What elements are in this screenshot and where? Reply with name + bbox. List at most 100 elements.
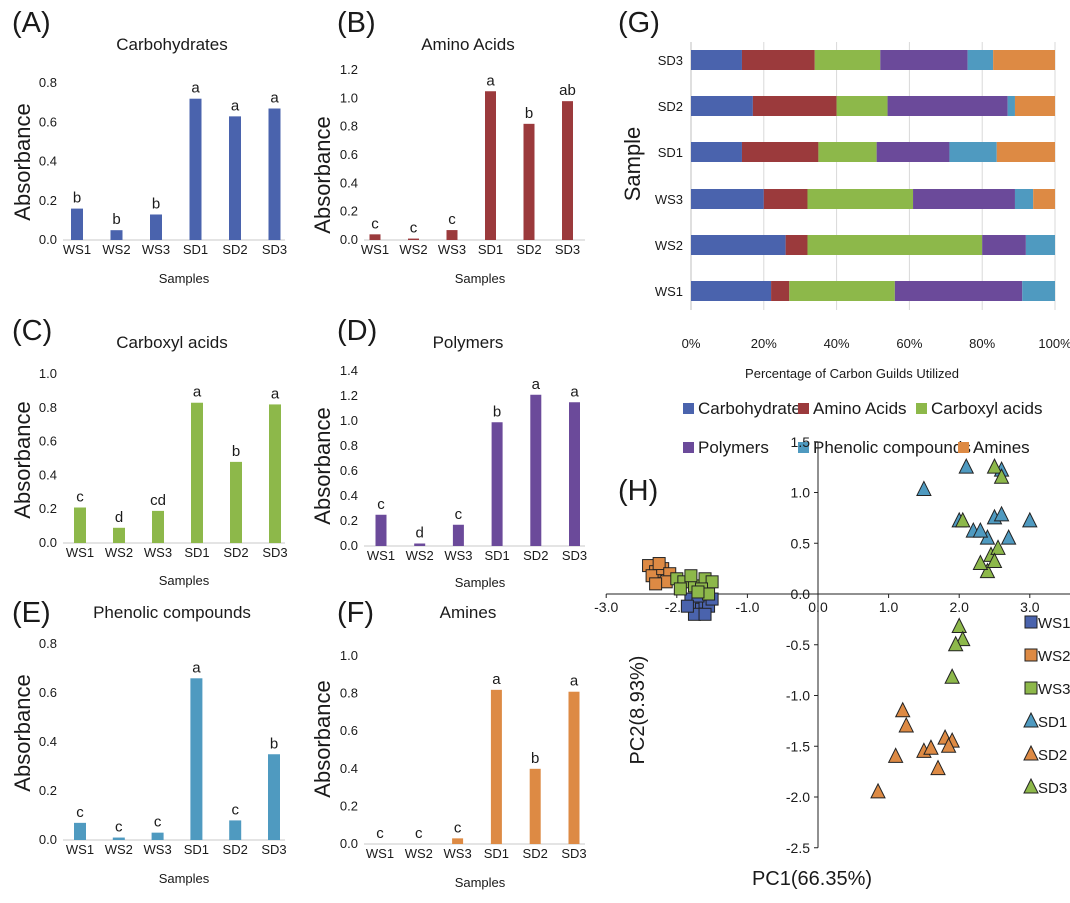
- y-tick-label: 0.6: [39, 685, 57, 700]
- point-sd3: [979, 562, 996, 579]
- significance-letter: a: [492, 671, 501, 688]
- y-tick-label: SD2: [658, 99, 683, 114]
- x-tick-label: WS1: [63, 242, 91, 257]
- panel-title: Amino Acids: [421, 35, 515, 54]
- x-tick-label: WS3: [444, 548, 472, 563]
- segment-sd2-amines: [1014, 96, 1055, 116]
- y-tick-label: 0.8: [39, 636, 57, 651]
- bar-ws3: [446, 230, 458, 240]
- legend-marker: [1023, 777, 1039, 794]
- y-tick-label: 0.4: [39, 467, 57, 482]
- segment-ws1-amino_acids: [771, 281, 790, 301]
- legend-label: SD3: [1038, 780, 1067, 797]
- significance-letter: c: [76, 804, 84, 821]
- legend-label: SD1: [1038, 714, 1067, 731]
- x-tick-label: 40%: [824, 336, 850, 351]
- x-tick-label: SD1: [184, 545, 209, 560]
- significance-letter: b: [73, 190, 81, 207]
- point-sd2: [930, 759, 946, 776]
- y-tick-label: -1.5: [786, 738, 810, 754]
- significance-letter: cd: [150, 492, 166, 509]
- segment-sd3-carboxyl_acids: [814, 50, 881, 70]
- significance-letter: a: [532, 376, 541, 393]
- y-tick-label: 0.0: [340, 232, 358, 247]
- point-sd3: [954, 511, 971, 528]
- bar-ws1: [369, 234, 381, 240]
- bar-sd3: [268, 108, 281, 240]
- y-tick-label: 0.0: [340, 836, 358, 851]
- point-sd2: [870, 782, 886, 799]
- y-tick-label: 0.6: [340, 723, 358, 738]
- x-axis-label: Samples: [455, 875, 506, 890]
- segment-sd2-polymers: [887, 96, 1008, 116]
- bar-ws3: [152, 510, 164, 543]
- x-axis-label: PC1(66.35%): [752, 868, 872, 890]
- x-axis-label: Samples: [159, 573, 210, 588]
- segment-sd1-phenolic: [949, 142, 997, 162]
- y-tick-label: 0.0: [791, 586, 811, 602]
- point-sd2: [894, 701, 911, 718]
- panel-title: Carboxyl acids: [116, 333, 228, 352]
- segment-ws1-carbohydrates: [691, 281, 772, 301]
- legend-swatch: [798, 442, 809, 453]
- legend-swatch: [916, 403, 927, 414]
- significance-letter: a: [270, 90, 279, 107]
- bar-ws3: [150, 214, 162, 240]
- x-tick-label: SD1: [184, 842, 209, 857]
- bar-panel-f: (F) Amines Absorbance 0.0 0.2 0.4 0.6 0.8 1.0 c WS…: [310, 597, 587, 890]
- point-sd1: [1000, 529, 1017, 545]
- x-tick-label: WS2: [102, 242, 130, 257]
- significance-letter: a: [570, 673, 579, 690]
- y-tick-label: SD3: [658, 53, 683, 68]
- y-axis-label: Sample: [620, 127, 645, 202]
- legend-label: Amino Acids: [813, 399, 907, 418]
- segment-sd3-amino_acids: [741, 50, 815, 70]
- segment-sd2-carbohydrates: [691, 96, 753, 116]
- significance-letter: b: [270, 735, 278, 752]
- y-tick-label: 0.4: [340, 175, 358, 190]
- y-axis-label: PC2(8.93%): [627, 656, 649, 765]
- segment-sd1-polymers: [876, 142, 950, 162]
- legend-marker: [1024, 615, 1038, 629]
- segment-ws3-phenolic: [1014, 189, 1034, 209]
- point-ws3: [691, 585, 705, 599]
- y-tick-label: 0.4: [39, 154, 57, 169]
- legend-swatch: [683, 403, 694, 414]
- panel-title: Amines: [440, 603, 497, 622]
- y-tick-label: 0.6: [340, 463, 358, 478]
- point-sd2: [898, 716, 915, 733]
- point-sd3: [986, 552, 1003, 569]
- significance-letter: a: [486, 72, 495, 89]
- x-tick-label: SD2: [523, 846, 548, 861]
- y-tick-label: 1.0: [340, 648, 358, 663]
- bar-ws3: [452, 524, 464, 546]
- bar-sd3: [269, 404, 281, 543]
- y-axis-label: Absorbance: [10, 103, 35, 220]
- bar-sd2: [229, 116, 241, 240]
- x-tick-label: WS3: [144, 842, 172, 857]
- point-sd3: [944, 668, 960, 684]
- bar-ws1: [71, 208, 83, 240]
- x-tick-label: 1.0: [879, 599, 899, 615]
- significance-letter: c: [410, 220, 418, 237]
- y-tick-label: 0.5: [791, 535, 811, 551]
- bar-panel-d: (D) Polymers Absorbance 0.0 0.2 0.4 0.6 0.8 1.0 1…: [310, 315, 587, 590]
- bar-ws3: [452, 838, 464, 844]
- point-sd2: [923, 739, 939, 755]
- point-ws1: [680, 599, 694, 613]
- y-tick-label: 0.0: [39, 832, 57, 847]
- significance-letter: c: [115, 819, 123, 836]
- x-tick-label: WS2: [105, 842, 133, 857]
- segment-ws3-amino_acids: [763, 189, 808, 209]
- segment-sd3-polymers: [880, 50, 968, 70]
- point-ws2: [652, 557, 666, 571]
- significance-letter: a: [191, 80, 200, 97]
- bar-sd3: [268, 754, 280, 840]
- significance-letter: c: [376, 825, 384, 842]
- bar-panel-b: (B) Amino Acids Absorbance 0.0 0.2 0.4 0.6 0.8 1…: [310, 7, 585, 286]
- point-sd3: [993, 468, 1010, 484]
- x-tick-label: SD3: [561, 846, 586, 861]
- point-sd3: [972, 554, 989, 571]
- point-ws1: [698, 607, 712, 621]
- bar-panel-e: (E) Phenolic compounds Absorbance 0.0 0.2 0.4…: [10, 597, 287, 886]
